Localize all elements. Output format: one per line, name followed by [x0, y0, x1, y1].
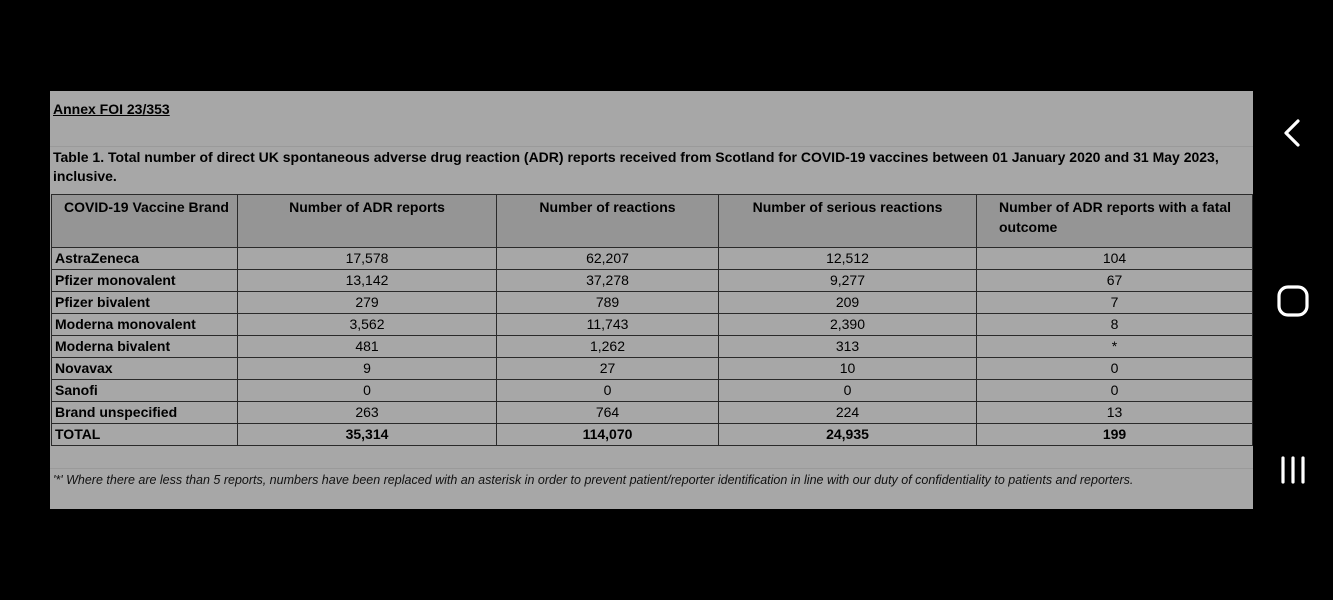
cell-fatal-outcome: *	[976, 335, 1253, 358]
cell-reactions: 37,278	[496, 269, 719, 292]
cell-fatal-outcome: 67	[976, 269, 1253, 292]
table-row: Novavax 9 27 10 0	[51, 357, 1253, 380]
table-row: Pfizer monovalent 13,142 37,278 9,277 67	[51, 269, 1253, 292]
cell-adr-reports: 13,142	[237, 269, 497, 292]
cell-brand: Sanofi	[51, 379, 238, 402]
cell-reactions: 1,262	[496, 335, 719, 358]
sheet-gridline	[50, 468, 1253, 469]
cell-adr-reports: 0	[237, 379, 497, 402]
header-fatal-outcome: Number of ADR reports with a fatal outco…	[976, 194, 1253, 248]
table-row: Moderna monovalent 3,562 11,743 2,390 8	[51, 313, 1253, 336]
cell-adr-reports: 481	[237, 335, 497, 358]
cell-brand: Brand unspecified	[51, 401, 238, 424]
table-row: AstraZeneca 17,578 62,207 12,512 104	[51, 247, 1253, 270]
cell-adr-reports: 35,314	[237, 423, 497, 446]
cell-serious-reactions: 12,512	[718, 247, 977, 270]
back-button[interactable]	[1253, 98, 1333, 168]
cell-fatal-outcome: 7	[976, 291, 1253, 314]
table-row: Sanofi 0 0 0 0	[51, 379, 1253, 402]
cell-fatal-outcome: 0	[976, 379, 1253, 402]
cell-fatal-outcome: 104	[976, 247, 1253, 270]
header-reactions: Number of reactions	[496, 194, 719, 248]
chevron-left-icon	[1284, 119, 1300, 147]
cell-fatal-outcome: 8	[976, 313, 1253, 336]
cell-brand: Pfizer bivalent	[51, 291, 238, 314]
three-bars-icon	[1281, 456, 1305, 484]
header-serious-reactions: Number of serious reactions	[718, 194, 977, 248]
cell-reactions: 0	[496, 379, 719, 402]
cell-brand: Pfizer monovalent	[51, 269, 238, 292]
cell-reactions: 764	[496, 401, 719, 424]
cell-brand: Moderna monovalent	[51, 313, 238, 336]
table-total-row: TOTAL 35,314 114,070 24,935 199	[51, 423, 1253, 446]
header-adr-reports: Number of ADR reports	[237, 194, 497, 248]
cell-serious-reactions: 2,390	[718, 313, 977, 336]
cell-reactions: 27	[496, 357, 719, 380]
cell-serious-reactions: 9,277	[718, 269, 977, 292]
cell-adr-reports: 3,562	[237, 313, 497, 336]
cell-serious-reactions: 24,935	[718, 423, 977, 446]
cell-serious-reactions: 224	[718, 401, 977, 424]
cell-brand: TOTAL	[51, 423, 238, 446]
rounded-square-icon	[1277, 285, 1309, 317]
table-row: Pfizer bivalent 279 789 209 7	[51, 291, 1253, 314]
cell-brand: Novavax	[51, 357, 238, 380]
cell-serious-reactions: 10	[718, 357, 977, 380]
cell-brand: AstraZeneca	[51, 247, 238, 270]
table-row: Brand unspecified 263 764 224 13	[51, 401, 1253, 424]
recents-button[interactable]	[1253, 435, 1333, 505]
cell-serious-reactions: 0	[718, 379, 977, 402]
cell-reactions: 114,070	[496, 423, 719, 446]
cell-reactions: 62,207	[496, 247, 719, 270]
table-caption: Table 1. Total number of direct UK spont…	[53, 149, 1219, 184]
cell-reactions: 11,743	[496, 313, 719, 336]
annex-title: Annex FOI 23/353	[53, 101, 170, 117]
cell-adr-reports: 279	[237, 291, 497, 314]
cell-fatal-outcome: 199	[976, 423, 1253, 446]
home-button[interactable]	[1253, 266, 1333, 336]
cell-serious-reactions: 209	[718, 291, 977, 314]
cell-serious-reactions: 313	[718, 335, 977, 358]
table-header-row: COVID-19 Vaccine Brand Number of ADR rep…	[51, 194, 1253, 248]
document-sheet: Annex FOI 23/353 Table 1. Total number o…	[50, 91, 1253, 509]
adr-table: COVID-19 Vaccine Brand Number of ADR rep…	[51, 194, 1253, 446]
header-brand: COVID-19 Vaccine Brand	[51, 194, 238, 248]
cell-adr-reports: 17,578	[237, 247, 497, 270]
sheet-gridline	[50, 146, 1253, 147]
cell-adr-reports: 263	[237, 401, 497, 424]
android-nav-bar	[1253, 0, 1333, 600]
table-row: Moderna bivalent 481 1,262 313 *	[51, 335, 1253, 358]
footnote: '*' Where there are less than 5 reports,…	[53, 473, 1134, 487]
cell-brand: Moderna bivalent	[51, 335, 238, 358]
cell-adr-reports: 9	[237, 357, 497, 380]
cell-reactions: 789	[496, 291, 719, 314]
cell-fatal-outcome: 0	[976, 357, 1253, 380]
cell-fatal-outcome: 13	[976, 401, 1253, 424]
